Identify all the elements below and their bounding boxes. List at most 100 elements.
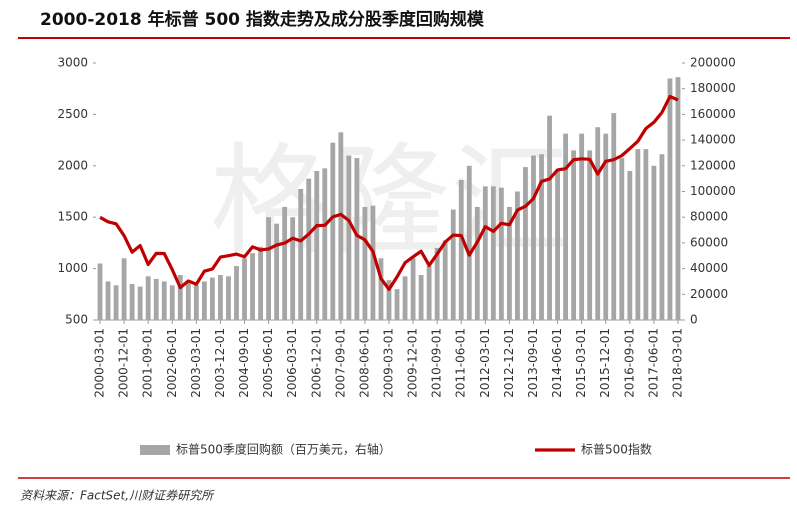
x-tick-label: 2012-03-01 xyxy=(478,328,492,398)
x-tick-label: 2002-06-01 xyxy=(165,328,179,398)
bar xyxy=(201,281,207,320)
legend-label: 标普500季度回购额（百万美元，右轴） xyxy=(176,442,391,457)
x-tick-label: 2009-03-01 xyxy=(382,328,396,398)
bar xyxy=(547,115,552,320)
x-tick-label: 2015-03-01 xyxy=(574,328,588,398)
bar xyxy=(418,275,424,320)
x-tick-label: 2006-03-01 xyxy=(285,328,299,398)
bar xyxy=(579,133,585,320)
bar xyxy=(563,133,569,320)
bar xyxy=(242,258,247,320)
bar xyxy=(362,206,368,320)
bar xyxy=(258,246,263,320)
bar xyxy=(571,150,577,320)
bar xyxy=(346,155,352,320)
bar xyxy=(370,205,376,320)
bar xyxy=(490,186,496,320)
bar xyxy=(121,258,127,320)
bar xyxy=(587,150,593,320)
y-tick-label: 1500 xyxy=(57,210,88,224)
y-tick-label: 500 xyxy=(65,313,88,327)
bar xyxy=(266,217,271,320)
x-tick-label: 2004-09-01 xyxy=(237,328,251,398)
bar xyxy=(394,289,400,320)
bar xyxy=(531,155,536,320)
bar xyxy=(145,276,151,320)
bar xyxy=(611,113,617,321)
x-tick-label: 2007-09-01 xyxy=(333,328,347,398)
bar xyxy=(635,149,641,320)
x-tick-label: 2017-06-01 xyxy=(646,328,660,398)
y-tick-label: 3000 xyxy=(57,56,88,70)
x-tick-label: 2000-03-01 xyxy=(93,328,107,398)
bar xyxy=(330,142,336,320)
y-tick-label: 2500 xyxy=(57,107,88,121)
y2-tick-label: 80000 xyxy=(690,210,728,224)
bar xyxy=(185,281,191,320)
bar xyxy=(290,217,296,320)
bar xyxy=(161,281,167,320)
bar xyxy=(595,127,601,320)
bar xyxy=(129,284,135,320)
bar xyxy=(274,223,280,320)
x-tick-label: 2008-06-01 xyxy=(357,328,371,398)
x-tick-label: 2009-12-01 xyxy=(406,328,420,398)
y2-tick-label: 20000 xyxy=(690,287,728,301)
bar xyxy=(250,253,255,320)
x-tick-label: 2003-12-01 xyxy=(213,328,227,398)
bar xyxy=(466,165,472,320)
bar xyxy=(298,188,304,320)
bar xyxy=(234,266,239,320)
x-tick-label: 2012-12-01 xyxy=(502,328,516,398)
y2-tick-label: 100000 xyxy=(690,184,736,198)
x-tick-label: 2011-06-01 xyxy=(454,328,468,398)
bar xyxy=(539,154,544,320)
x-tick-label: 2005-06-01 xyxy=(261,328,275,398)
x-tick-label: 2014-06-01 xyxy=(550,328,564,398)
bar xyxy=(153,278,159,320)
bar xyxy=(515,191,520,320)
bar xyxy=(667,78,673,320)
bar xyxy=(474,206,480,320)
y2-tick-label: 180000 xyxy=(690,81,736,95)
line xyxy=(99,94,679,291)
bar xyxy=(177,275,183,320)
bar xyxy=(378,258,384,320)
chart-title: 2000-2018 年标普 500 指数走势及成分股季度回购规模 xyxy=(40,9,485,30)
bar xyxy=(651,165,657,320)
x-tick-label: 2015-12-01 xyxy=(598,328,612,398)
bar xyxy=(482,186,488,320)
source-note: 资料来源：FactSet,川财证券研究所 xyxy=(20,489,215,503)
bar xyxy=(643,149,649,320)
y2-tick-label: 120000 xyxy=(690,158,736,172)
bar xyxy=(354,158,360,320)
y2-tick-label: 140000 xyxy=(690,133,736,147)
y-tick-label: 1000 xyxy=(57,261,88,275)
x-tick-label: 2001-09-01 xyxy=(141,328,155,398)
x-tick-label: 2003-03-01 xyxy=(189,328,203,398)
x-tick-label: 2010-09-01 xyxy=(430,328,444,398)
bar xyxy=(434,248,440,320)
legend-label: 标普500指数 xyxy=(581,442,652,457)
bar xyxy=(442,240,448,320)
bar xyxy=(603,133,609,320)
bar xyxy=(209,277,215,320)
y2-tick-label: 200000 xyxy=(690,56,736,70)
bar xyxy=(450,209,456,320)
bar xyxy=(137,286,143,320)
bar xyxy=(507,206,512,320)
x-tick-label: 2018-03-01 xyxy=(670,328,684,398)
y2-tick-label: 160000 xyxy=(690,107,736,121)
bar xyxy=(105,281,111,320)
bar xyxy=(523,167,528,320)
y-tick-label: 2000 xyxy=(57,158,88,172)
bar xyxy=(498,187,504,320)
bar xyxy=(314,170,320,320)
bar xyxy=(675,77,681,320)
bar xyxy=(627,170,633,320)
x-tick-label: 2000-12-01 xyxy=(117,328,131,398)
legend-swatch xyxy=(140,445,170,455)
bar xyxy=(193,285,199,320)
